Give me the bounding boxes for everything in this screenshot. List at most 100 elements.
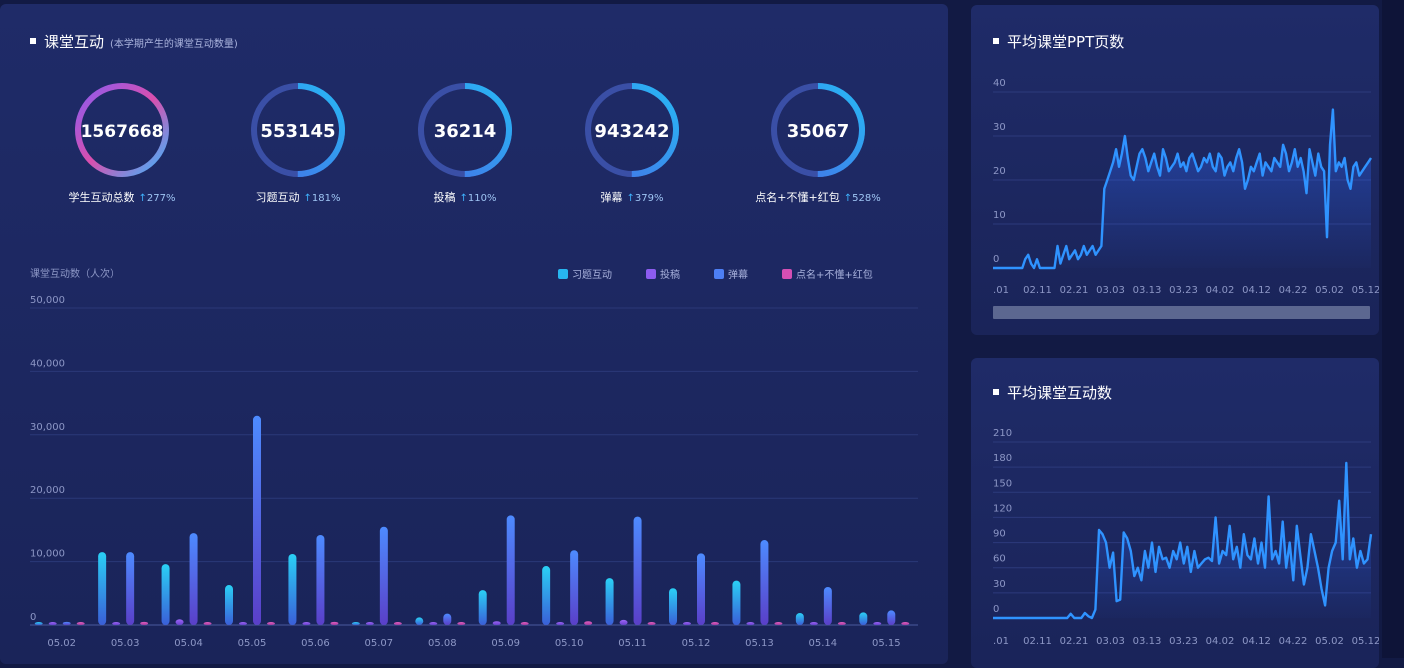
bar <box>605 578 614 625</box>
kpi-ring-arc <box>418 83 512 177</box>
y-tick-label: 90 <box>993 529 1006 540</box>
x-tick-label: 05.02 <box>47 638 76 649</box>
line-area <box>993 463 1371 618</box>
main-subtitle: (本学期产生的课堂互动数量) <box>110 39 238 50</box>
y-tick-label: 150 <box>993 478 1012 489</box>
ppt-zoom-slider[interactable] <box>993 306 1370 319</box>
bar-chart-ylabel: 课堂互动数（人次） <box>30 269 120 280</box>
kpi-4: 35067 点名+不懂+红包 ↑528% <box>733 80 903 205</box>
bar <box>267 622 275 625</box>
bar <box>520 622 529 625</box>
kpi-ring-arc <box>251 83 345 177</box>
x-tick-label: 02.11 <box>1023 636 1052 647</box>
bar <box>859 612 868 625</box>
bar <box>76 622 85 625</box>
bar-chart: 0 10,000 20,000 30,000 40,000 50,000 05.02 05.0… <box>30 295 918 649</box>
y-tick-label: 210 <box>993 428 1012 439</box>
legend-label: 弹幕 <box>728 270 748 281</box>
x-tick-label: 03.23 <box>1169 636 1198 647</box>
kpi-ring-track <box>75 83 169 177</box>
bar <box>887 610 896 625</box>
x-tick-label: 05.02 <box>1315 636 1344 647</box>
bar <box>809 622 818 625</box>
bar <box>140 621 149 625</box>
bar <box>330 621 339 625</box>
bar <box>774 622 783 625</box>
kpi-label: 习题互动 ↑181% <box>213 189 383 205</box>
bar <box>697 553 705 625</box>
bar <box>393 622 402 625</box>
main-title: 课堂互动 (本学期产生的课堂互动数量) <box>30 31 238 52</box>
x-tick-label: 04.12 <box>1242 636 1271 647</box>
bar <box>48 622 57 625</box>
bar <box>901 622 910 625</box>
legend-item-0[interactable]: 习题互动 <box>558 266 612 281</box>
bar-chart-legend: 习题互动 投稿 弹幕 点名+不懂+红包 <box>558 266 907 281</box>
bar <box>746 622 755 625</box>
ppt-line-chart: 0 10 20 30 40 .01 02.11 02.21 03.03 03.13 03.23 04.… <box>993 78 1379 296</box>
x-tick-label: .01 <box>993 636 1009 647</box>
x-tick-label: 05.05 <box>238 638 267 649</box>
kpi-ring-arc <box>585 83 679 177</box>
x-tick-label: 05.10 <box>555 638 584 649</box>
bar <box>633 516 642 625</box>
legend-label: 投稿 <box>660 270 680 281</box>
bar <box>98 552 107 625</box>
bar <box>619 619 628 625</box>
bar <box>126 552 135 625</box>
bar <box>239 622 247 625</box>
x-tick-label: 05.12 <box>1352 636 1379 647</box>
x-tick-label: 04.22 <box>1279 636 1308 647</box>
x-tick-label: 05.03 <box>111 638 140 649</box>
kpi-label-text: 弹幕 <box>600 191 623 204</box>
bar <box>669 588 677 625</box>
bar <box>415 617 424 625</box>
x-tick-label: 03.03 <box>1096 636 1125 647</box>
kpi-label-text: 习题互动 <box>255 191 300 204</box>
legend-item-2[interactable]: 弹幕 <box>714 266 748 281</box>
kpi-1: 553145 习题互动 ↑181% <box>213 80 383 205</box>
x-tick-label: 03.03 <box>1096 285 1125 296</box>
x-tick-label: 05.06 <box>301 638 330 649</box>
line-area <box>993 109 1371 268</box>
bar <box>316 534 325 625</box>
interact-title-text: 平均课堂互动数 <box>1007 384 1113 402</box>
kpi-pct: 181% <box>311 193 341 204</box>
kpi-ring-arc <box>771 83 865 177</box>
bar <box>34 622 43 625</box>
kpi-0: 1567668 学生互动总数 ↑277% <box>37 80 207 205</box>
y-tick-label: 0 <box>993 254 999 265</box>
y-tick-label: 20 <box>993 166 1006 177</box>
x-tick-label: 04.12 <box>1242 285 1271 296</box>
x-tick-label: 04.02 <box>1206 285 1235 296</box>
legend-item-3[interactable]: 点名+不懂+红包 <box>782 266 873 281</box>
kpi-label: 学生互动总数 ↑277% <box>37 189 207 205</box>
bar <box>175 619 184 625</box>
kpi-label: 弹幕 ↑379% <box>547 189 717 205</box>
kpi-label: 投稿 ↑110% <box>380 189 550 205</box>
bar <box>429 622 438 625</box>
bar <box>443 613 452 625</box>
interact-title: 平均课堂互动数 <box>993 382 1112 403</box>
y-tick-label: 30 <box>993 579 1006 590</box>
kpi-value: 35067 <box>787 121 850 142</box>
arrow-up-icon: ↑ <box>626 193 635 204</box>
kpi-pct: 277% <box>146 193 176 204</box>
y-tick-label: 10,000 <box>30 549 65 560</box>
right-edge-strip <box>1382 0 1404 658</box>
legend-label: 习题互动 <box>572 270 612 281</box>
x-tick-label: 05.04 <box>174 638 203 649</box>
bar <box>542 566 551 625</box>
legend-item-1[interactable]: 投稿 <box>646 266 680 281</box>
x-tick-label: 02.21 <box>1060 285 1089 296</box>
arrow-up-icon: ↑ <box>138 193 147 204</box>
x-tick-label: 05.12 <box>1352 285 1379 296</box>
x-tick-label: 05.02 <box>1315 285 1344 296</box>
y-tick-label: 40,000 <box>30 358 65 369</box>
legend-swatch <box>714 269 724 279</box>
x-tick-label: 05.12 <box>682 638 711 649</box>
y-tick-label: 10 <box>993 210 1006 221</box>
title-square-icon <box>30 37 36 44</box>
x-tick-label: 05.15 <box>872 638 901 649</box>
bar <box>189 533 198 625</box>
